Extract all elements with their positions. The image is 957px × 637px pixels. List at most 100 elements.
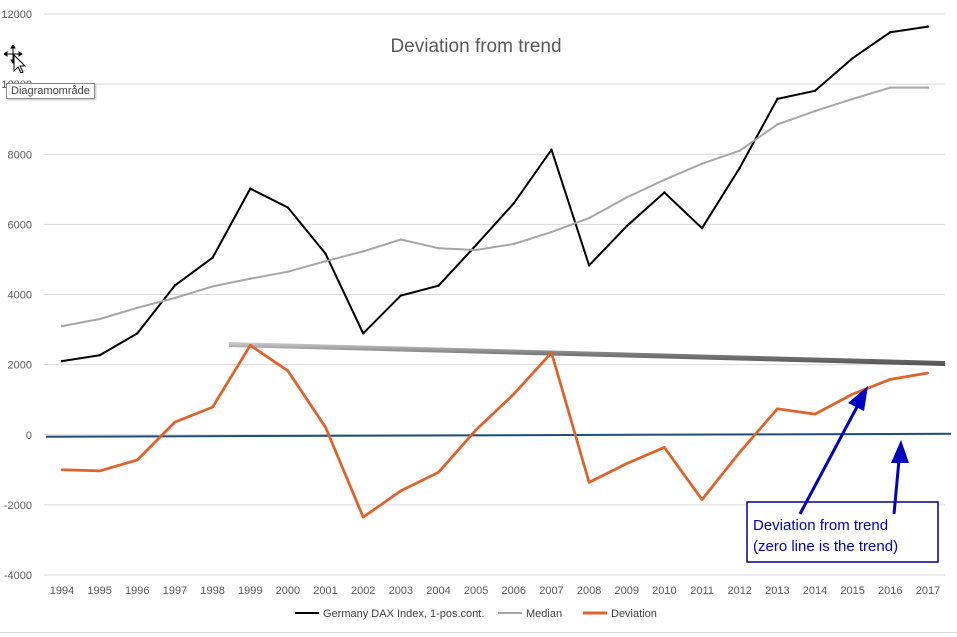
legend: Germany DAX Index, 1-pos.cont. Median Devi…: [295, 608, 657, 620]
y-tick-label: 4000: [8, 290, 32, 302]
series-line-2: [61, 343, 929, 519]
data-point: [889, 378, 892, 381]
x-tick-label: 2015: [840, 585, 864, 597]
x-tick-label: 2000: [276, 585, 300, 597]
data-point: [173, 296, 177, 300]
data-point: [813, 109, 817, 113]
data-point: [173, 420, 177, 424]
y-tick-label: 8000: [8, 149, 32, 161]
data-point: [286, 270, 290, 273]
data-point: [851, 97, 854, 101]
data-point: [738, 451, 741, 454]
data-point: [211, 405, 214, 409]
x-tick-label: 2014: [803, 585, 827, 597]
gridlines: [44, 13, 945, 576]
data-point: [136, 306, 139, 310]
y-tick-label: 2000: [8, 360, 32, 372]
series-line-0: [61, 25, 929, 363]
data-point: [211, 285, 214, 288]
data-point: [700, 227, 704, 230]
data-point: [437, 247, 440, 250]
move-cursor-icon: [4, 45, 26, 73]
arrowhead-zero-icon: [891, 440, 909, 463]
data-point: [173, 284, 177, 287]
x-tick-label: 2002: [351, 585, 375, 597]
data-point: [399, 294, 403, 297]
x-tick-label: 2003: [389, 585, 413, 597]
data-point: [550, 351, 553, 354]
data-point: [587, 481, 591, 484]
x-tick-label: 2009: [615, 585, 639, 597]
y-tick-label: 0: [26, 430, 32, 442]
y-tick-label: 12000: [1, 9, 32, 21]
legend-label: Deviation: [611, 608, 657, 620]
data-point: [136, 332, 139, 335]
data-point: [550, 148, 553, 151]
x-tick-label: 2010: [652, 585, 676, 597]
bottom-divider: [0, 632, 957, 633]
x-tick-label: 2001: [313, 585, 337, 597]
data-point: [625, 224, 628, 228]
data-point: [474, 248, 478, 252]
data-point: [813, 412, 817, 416]
data-point: [98, 469, 101, 473]
legend-label: Germany DAX Index, 1-pos.cont.: [323, 608, 484, 620]
data-point: [851, 56, 854, 60]
series-lines: [60, 25, 930, 519]
data-point: [437, 471, 440, 474]
data-point: [60, 324, 64, 328]
data-point: [362, 515, 365, 519]
data-point: [663, 446, 666, 449]
chart-title: Deviation from trend: [390, 36, 561, 57]
series-line-1: [61, 86, 928, 328]
data-point: [926, 371, 930, 375]
data-point: [550, 230, 553, 234]
data-point: [738, 166, 741, 170]
x-tick-label: 2007: [539, 585, 563, 597]
x-tick-label: 1995: [87, 585, 111, 597]
data-point: [249, 187, 252, 190]
data-point: [362, 332, 365, 335]
data-point: [512, 242, 515, 246]
x-tick-label: 1997: [163, 585, 187, 597]
data-point: [286, 369, 290, 373]
data-point: [286, 206, 290, 209]
data-point: [98, 353, 101, 357]
data-point: [437, 284, 440, 287]
data-point: [211, 256, 214, 259]
x-tick-label: 2008: [577, 585, 601, 597]
data-point: [738, 149, 741, 152]
legend-label: Median: [526, 608, 562, 620]
callout: Deviation from trend (zero line is the t…: [746, 386, 939, 563]
data-point: [813, 89, 817, 92]
data-point: [889, 31, 892, 34]
x-tick-label: 2013: [765, 585, 789, 597]
data-point: [399, 489, 403, 493]
data-point: [136, 458, 139, 462]
x-tick-label: 2011: [690, 585, 714, 597]
data-point: [776, 97, 779, 101]
data-point: [249, 344, 252, 347]
x-tick-label: 1999: [238, 585, 262, 597]
data-point: [776, 407, 779, 411]
data-point: [926, 25, 930, 28]
data-point: [399, 238, 403, 241]
callout-box: [746, 501, 939, 563]
x-tick-label: 1996: [125, 585, 149, 597]
data-point: [851, 392, 854, 396]
callout-arrow-deviation: [798, 404, 860, 515]
x-tick-label: 2012: [727, 585, 751, 597]
x-tick-label: 1998: [200, 585, 224, 597]
x-tick-label: 2017: [916, 585, 940, 597]
data-point: [700, 498, 704, 501]
data-point: [663, 191, 666, 194]
data-point: [776, 123, 779, 126]
x-tick-label: 2006: [502, 585, 526, 597]
data-point: [324, 252, 327, 256]
data-point: [587, 216, 591, 220]
data-point: [98, 317, 101, 321]
data-point: [926, 86, 930, 89]
x-tick-label: 2005: [464, 585, 488, 597]
zero-trend-line: [45, 432, 952, 438]
